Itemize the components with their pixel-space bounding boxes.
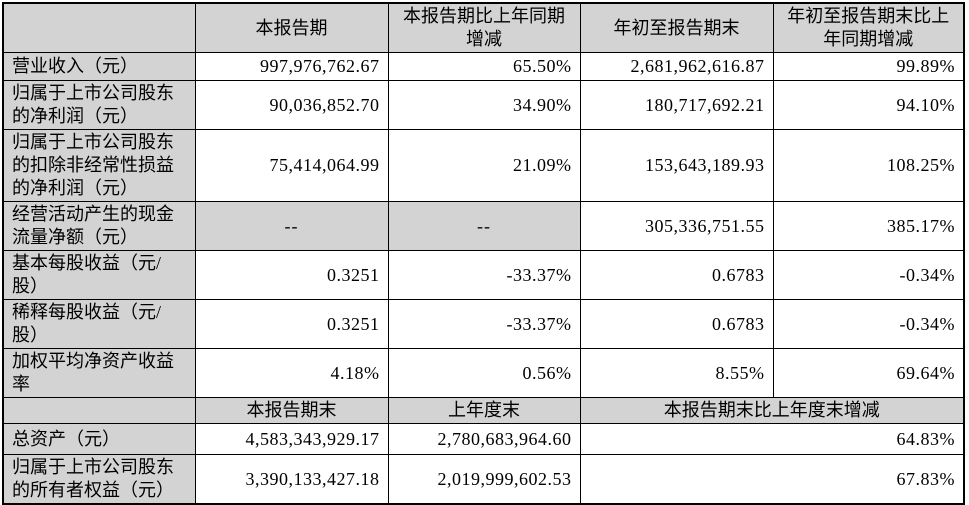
header-empty-cell — [2, 397, 196, 424]
table-row-basic-eps: 基本每股收益（元/ 股） 0.3251 -33.37% 0.6783 -0.34… — [2, 250, 965, 300]
cell-ytd: 2,681,962,616.87 — [579, 52, 774, 81]
header-ytd-change: 年初至报告期末比上 年同期增减 — [772, 2, 965, 53]
row-label: 归属于上市公司股东 的扣除非经常性损益 的净利润（元） — [2, 129, 196, 202]
header-current-period: 本报告期 — [194, 2, 389, 53]
cell-current-period: 90,036,852.70 — [194, 80, 389, 130]
cell-ytd-change: 385.17% — [772, 201, 965, 251]
cell-ytd-change: -0.34% — [772, 299, 965, 349]
table-row-operating-cash-flow: 经营活动产生的现金 流量净额（元） -- -- 305,336,751.55 3… — [2, 201, 965, 251]
cell-ytd-change: 94.10% — [772, 80, 965, 130]
table-row-weighted-roe: 加权平均净资产收益 率 4.18% 0.56% 8.55% 69.64% — [2, 348, 965, 398]
table-row-total-assets: 总资产（元） 4,583,343,929.17 2,780,683,964.60… — [2, 423, 965, 455]
cell-period-end-change: 67.83% — [579, 454, 965, 505]
table-row-net-profit: 归属于上市公司股东 的净利润（元） 90,036,852.70 34.90% 1… — [2, 80, 965, 130]
cell-ytd: 305,336,751.55 — [579, 201, 774, 251]
cell-current-period-na: -- — [194, 201, 389, 251]
header-ytd: 年初至报告期末 — [579, 2, 774, 53]
row-label: 加权平均净资产收益 率 — [2, 348, 196, 398]
header-prev-year-end: 上年度末 — [387, 397, 581, 424]
cell-current-period: 75,414,064.99 — [194, 129, 389, 202]
cell-yoy-change: 0.56% — [387, 348, 581, 398]
row-label: 总资产（元） — [2, 423, 196, 455]
cell-yoy-change: 65.50% — [387, 52, 581, 81]
row-label: 营业收入（元） — [2, 52, 196, 81]
row-label: 稀释每股收益（元/ 股） — [2, 299, 196, 349]
cell-yoy-change: 34.90% — [387, 80, 581, 130]
table-row-diluted-eps: 稀释每股收益（元/ 股） 0.3251 -33.37% 0.6783 -0.34… — [2, 299, 965, 349]
cell-ytd-change: 99.89% — [772, 52, 965, 81]
row-label: 归属于上市公司股东 的所有者权益（元） — [2, 454, 196, 505]
cell-current-period: 0.3251 — [194, 250, 389, 300]
row-label: 基本每股收益（元/ 股） — [2, 250, 196, 300]
cell-current-period: 0.3251 — [194, 299, 389, 349]
header-row-period-end: 本报告期末 上年度末 本报告期末比上年度末增减 — [2, 397, 965, 424]
row-label: 归属于上市公司股东 的净利润（元） — [2, 80, 196, 130]
cell-ytd: 0.6783 — [579, 250, 774, 300]
cell-ytd: 0.6783 — [579, 299, 774, 349]
cell-prev-year-end: 2,780,683,964.60 — [387, 423, 581, 455]
row-label: 经营活动产生的现金 流量净额（元） — [2, 201, 196, 251]
cell-ytd-change: 69.64% — [772, 348, 965, 398]
cell-current-period: 4.18% — [194, 348, 389, 398]
cell-prev-year-end: 2,019,999,602.53 — [387, 454, 581, 505]
cell-yoy-change: 21.09% — [387, 129, 581, 202]
cell-current-period: 997,976,762.67 — [194, 52, 389, 81]
cell-period-end: 3,390,133,427.18 — [194, 454, 389, 505]
header-period-end: 本报告期末 — [194, 397, 389, 424]
cell-ytd: 153,643,189.93 — [579, 129, 774, 202]
table-row-revenue: 营业收入（元） 997,976,762.67 65.50% 2,681,962,… — [2, 52, 965, 81]
cell-yoy-change-na: -- — [387, 201, 581, 251]
table-row-owners-equity: 归属于上市公司股东 的所有者权益（元） 3,390,133,427.18 2,0… — [2, 454, 965, 505]
cell-ytd: 180,717,692.21 — [579, 80, 774, 130]
header-period-end-change: 本报告期末比上年度末增减 — [579, 397, 965, 424]
cell-ytd-change: 108.25% — [772, 129, 965, 202]
cell-ytd-change: -0.34% — [772, 250, 965, 300]
header-empty-cell — [2, 2, 196, 53]
cell-yoy-change: -33.37% — [387, 299, 581, 349]
header-row-period: 本报告期 本报告期比上年同期 增减 年初至报告期末 年初至报告期末比上 年同期增… — [2, 2, 965, 53]
header-yoy-change: 本报告期比上年同期 增减 — [387, 2, 581, 53]
table-row-net-profit-excl-nonrecurring: 归属于上市公司股东 的扣除非经常性损益 的净利润（元） 75,414,064.9… — [2, 129, 965, 202]
cell-period-end: 4,583,343,929.17 — [194, 423, 389, 455]
cell-ytd: 8.55% — [579, 348, 774, 398]
cell-period-end-change: 64.83% — [579, 423, 965, 455]
cell-yoy-change: -33.37% — [387, 250, 581, 300]
